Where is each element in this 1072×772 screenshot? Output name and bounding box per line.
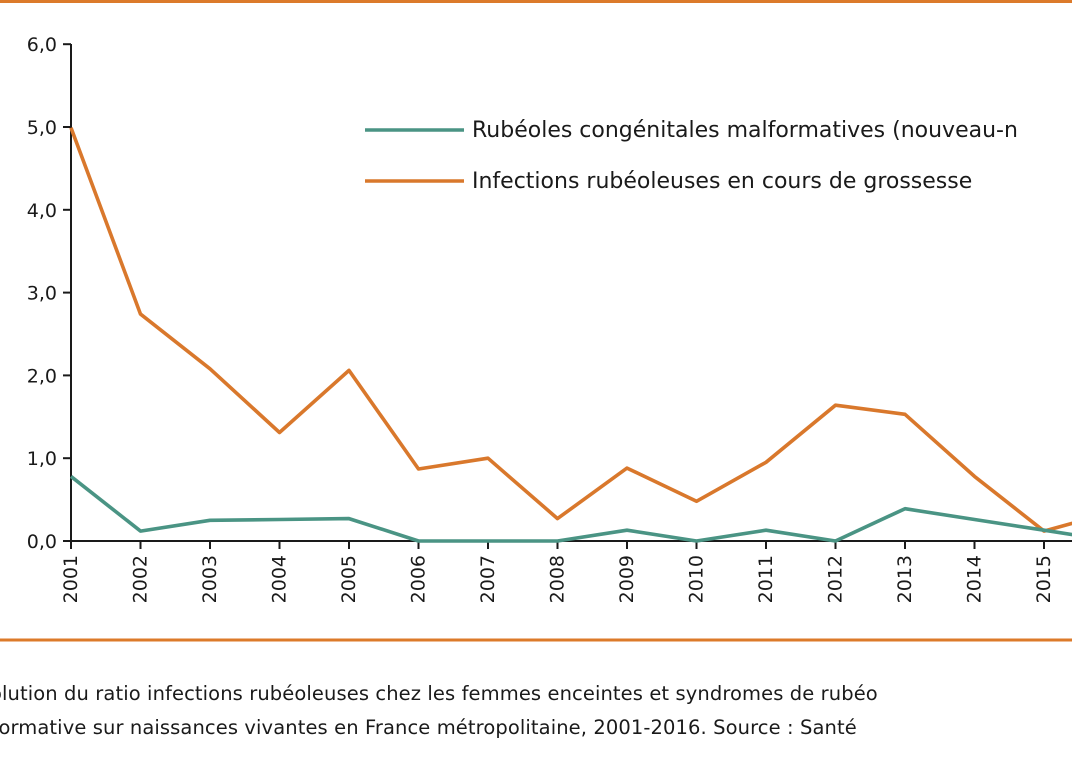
x-tick-label: 2010 [686, 555, 708, 603]
x-tick-label: 2008 [547, 555, 569, 603]
legend-label: Rubéoles congénitales malformatives (nou… [472, 118, 1018, 143]
series-line-rubeoles-congenitales [69, 474, 1072, 543]
y-tick-label: 6,0 [27, 34, 57, 56]
x-tick-label: 2015 [1033, 555, 1055, 603]
x-tick-label: 2005 [338, 555, 360, 603]
figure-caption: olution du ratio infections rubéoleuses … [0, 678, 1072, 758]
series-line-infections-grossesse [69, 127, 1072, 533]
y-tick-label: 5,0 [27, 117, 57, 139]
x-tick-label: 2012 [825, 555, 847, 603]
legend-label: Infections rubéoleuses en cours de gross… [472, 169, 972, 194]
x-tick-label: 2003 [199, 555, 221, 603]
x-tick-label: 2004 [269, 555, 291, 603]
y-tick-label: 1,0 [27, 448, 57, 470]
x-tick-label: 2001 [60, 555, 82, 603]
caption-line-2: lformative sur naissances vivantes en Fr… [0, 716, 857, 739]
y-tick-label: 0,0 [27, 531, 57, 553]
x-tick-label: 2013 [894, 555, 916, 603]
x-tick-label: 2014 [964, 555, 986, 603]
y-tick-label: 3,0 [27, 283, 57, 305]
x-tick-label: 2002 [130, 555, 152, 603]
x-tick-label: 2007 [477, 555, 499, 603]
x-tick-label: 2009 [616, 555, 638, 603]
y-tick-label: 2,0 [27, 365, 57, 387]
x-tick-label: 2011 [755, 555, 777, 603]
caption-line-1: olution du ratio infections rubéoleuses … [0, 682, 878, 705]
y-tick-label: 4,0 [27, 200, 57, 222]
x-tick-label: 2006 [408, 555, 430, 603]
